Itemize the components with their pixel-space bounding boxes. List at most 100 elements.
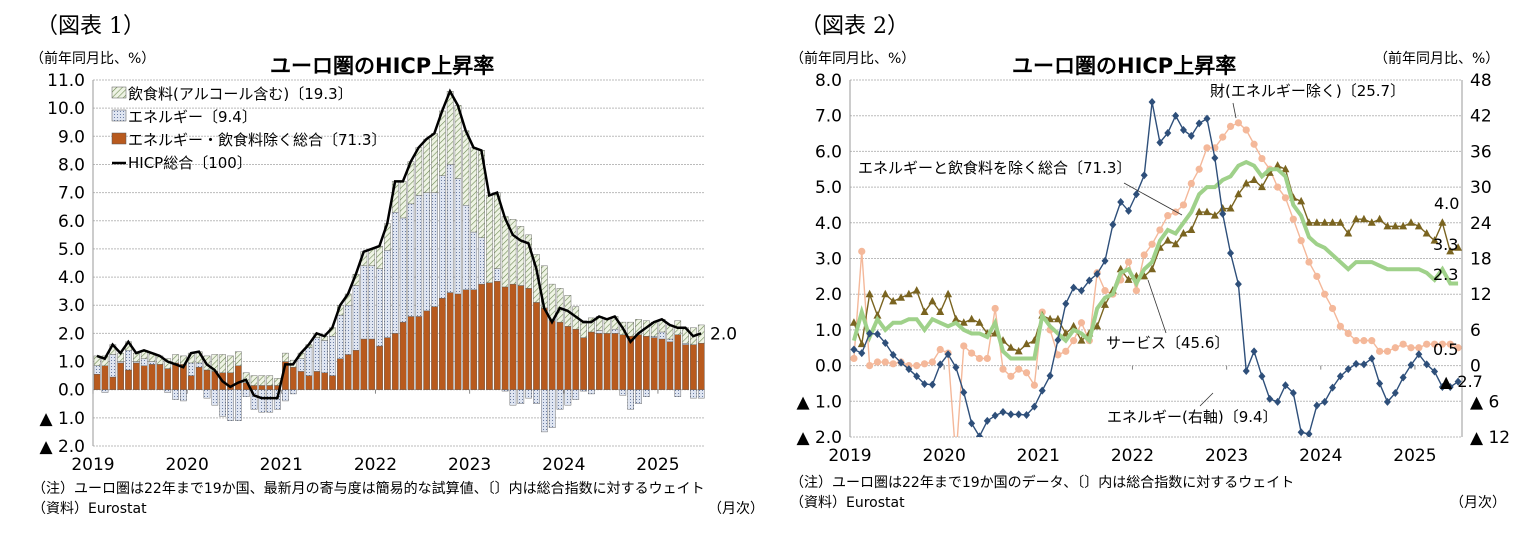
point-services — [975, 318, 984, 326]
point-goods-ex-energy — [1258, 154, 1266, 163]
point-energy — [1156, 138, 1164, 147]
bar-energy — [360, 265, 368, 340]
x-axis-unit: （月次） — [708, 501, 764, 517]
bar-core — [556, 321, 564, 390]
point-services — [1265, 168, 1274, 176]
point-services — [1320, 218, 1329, 226]
bar-energy — [580, 389, 587, 392]
point-services — [1171, 239, 1180, 248]
point-services — [1077, 336, 1086, 344]
y-tick-label: 10.0 — [47, 99, 85, 119]
point-services — [1187, 225, 1196, 233]
point-energy — [889, 350, 897, 359]
point-energy — [1132, 190, 1140, 199]
bar-food — [235, 351, 242, 366]
y-tick-label: 1.0 — [815, 321, 842, 341]
bar-energy — [250, 389, 258, 410]
point-energy — [1321, 397, 1329, 406]
point-goods-ex-energy — [1305, 258, 1313, 266]
bar-energy — [674, 389, 682, 397]
point-services — [1383, 221, 1392, 230]
bar-energy — [690, 389, 697, 399]
x-tick-label: 2025 — [636, 455, 679, 475]
point-energy — [1242, 366, 1250, 375]
point-goods-ex-energy — [1172, 208, 1180, 216]
bar-energy — [282, 389, 289, 402]
y2-tick-label: 12 — [1470, 285, 1492, 305]
bar-core — [431, 306, 438, 390]
y-tick-label: 7.0 — [58, 184, 85, 204]
bar-energy — [470, 231, 478, 290]
point-goods-ex-energy — [1179, 201, 1188, 209]
point-energy — [1250, 347, 1258, 356]
point-energy — [944, 350, 952, 359]
point-services — [904, 289, 913, 298]
point-goods-ex-energy — [1007, 372, 1015, 380]
point-services — [1257, 182, 1266, 191]
point-services — [1218, 204, 1227, 212]
bar-core — [533, 302, 540, 390]
point-services — [1281, 164, 1290, 173]
source: （資料）Eurostat — [790, 495, 905, 511]
point-energy — [1289, 388, 1297, 397]
point-energy — [1313, 401, 1321, 410]
point-services — [1250, 175, 1259, 183]
point-services — [1140, 271, 1149, 280]
bar-core — [643, 336, 650, 390]
point-services — [1391, 221, 1400, 230]
bar-core — [289, 366, 297, 390]
point-energy — [905, 365, 913, 374]
annotation-leader — [1199, 392, 1214, 407]
y2-tick-label: 30 — [1470, 178, 1492, 198]
legend-energy-swatch — [111, 109, 127, 122]
point-services — [1179, 229, 1188, 237]
point-services — [1407, 218, 1415, 226]
point-services — [936, 307, 945, 316]
bar-energy — [635, 389, 642, 404]
y-tick-label: 6.0 — [815, 142, 842, 162]
bar-core — [517, 285, 525, 390]
point-goods-ex-energy — [1195, 165, 1203, 173]
bar-energy — [313, 337, 321, 372]
point-goods-ex-energy — [1321, 290, 1329, 298]
x-tick-label: 2023 — [1205, 446, 1248, 466]
point-goods-ex-energy — [975, 354, 984, 363]
point-energy — [1329, 383, 1337, 392]
point-energy — [1360, 360, 1368, 369]
annotation-leader — [1232, 102, 1237, 119]
point-energy — [881, 338, 889, 347]
bar-energy — [423, 192, 430, 312]
point-services — [865, 289, 874, 298]
bar-core — [360, 338, 368, 390]
bar-core — [164, 368, 172, 390]
annotation-energy: エネルギー(右軸)〔9.4〕 — [1107, 408, 1278, 426]
bar-core — [674, 334, 682, 390]
bar-energy — [650, 336, 658, 338]
x-tick-label: 2024 — [1299, 446, 1342, 466]
bar-core — [697, 343, 705, 390]
point-goods-ex-energy — [1030, 381, 1038, 389]
point-energy — [1172, 111, 1180, 120]
point-energy — [1368, 354, 1376, 363]
point-services — [1022, 339, 1031, 348]
y-tick-label: 8.0 — [58, 155, 85, 175]
y-tick-label: 4.0 — [815, 214, 842, 234]
bar-energy — [187, 362, 195, 376]
legend-core-swatch — [111, 132, 127, 145]
plot-area — [850, 98, 1462, 437]
point-energy — [1446, 383, 1454, 392]
point-services — [1195, 207, 1204, 216]
point-energy — [991, 411, 999, 420]
bar-core — [690, 344, 697, 390]
point-goods-ex-energy — [1148, 240, 1156, 248]
point-services — [1446, 246, 1455, 255]
bar-energy — [93, 365, 101, 375]
bar-core — [329, 375, 336, 390]
y2-tick-label: 24 — [1470, 214, 1492, 234]
point-energy — [1383, 397, 1391, 406]
point-goods-ex-energy — [928, 358, 936, 366]
bar-energy — [101, 389, 109, 393]
y2-tick-label: 42 — [1470, 107, 1492, 127]
point-energy — [850, 345, 858, 354]
point-goods-ex-energy — [1446, 340, 1454, 348]
